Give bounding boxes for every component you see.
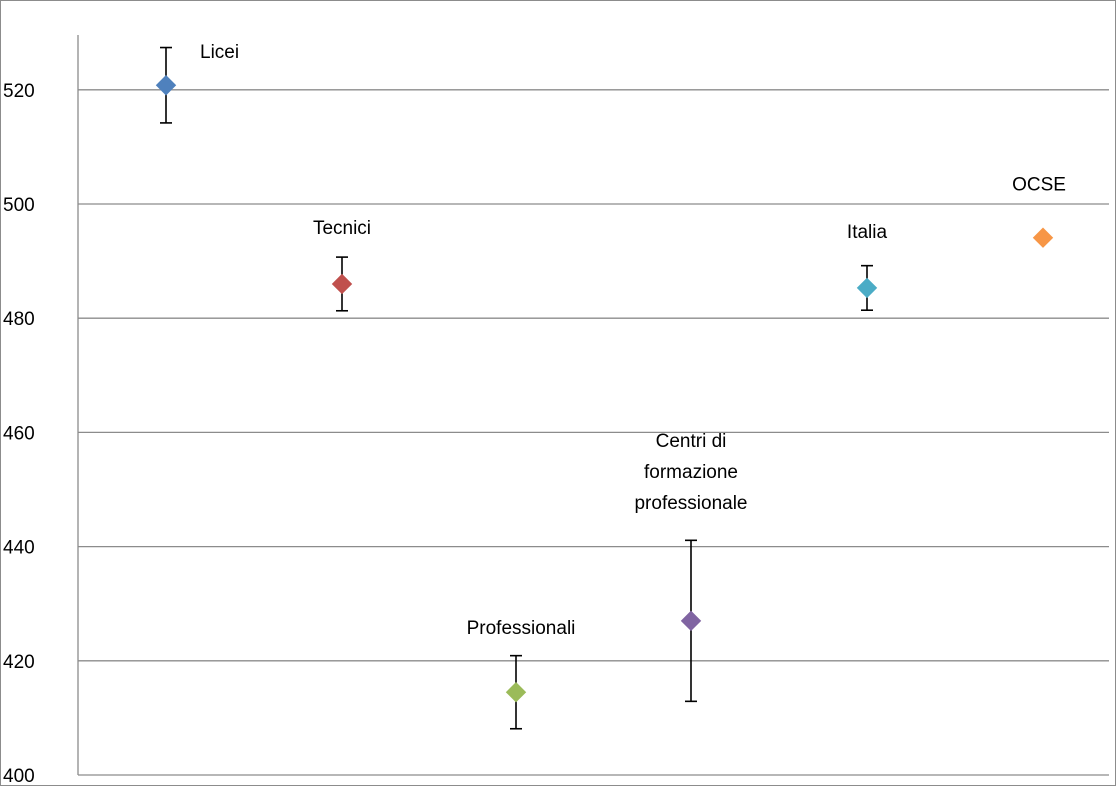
point-label-ocse: OCSE — [1012, 175, 1066, 196]
marker-centri-di-formazione-professionale — [680, 610, 702, 632]
grid-layer — [78, 89, 1109, 776]
point-label-line-tecnici-0: Tecnici — [313, 218, 371, 239]
y-tick-label-400: 400 — [3, 766, 35, 787]
point-label-centri-di-formazione-professionale: Centri di formazione professionale — [634, 431, 747, 514]
axis-layer: 400 420 440 460 480 500 520 — [3, 35, 79, 787]
y-tick-label-420: 420 — [3, 652, 35, 673]
point-label-professionali: Professionali — [467, 618, 576, 639]
point-label-line-licei-0: Licei — [200, 42, 239, 63]
point-label-line-centri-di-formazione-professionale-0: Centri di — [656, 431, 727, 452]
point-label-line-ocse-0: OCSE — [1012, 175, 1066, 196]
marker-ocse — [1032, 227, 1054, 248]
point-label-tecnici: Tecnici — [313, 218, 371, 239]
marker-italia — [856, 277, 878, 299]
y-tick-label-520: 520 — [3, 81, 35, 102]
point-label-italia: Italia — [847, 222, 888, 243]
point-label-line-centri-di-formazione-professionale-1: formazione — [644, 462, 738, 483]
marker-layer — [155, 75, 1054, 703]
y-tick-label-440: 440 — [3, 538, 35, 559]
point-label-licei: Licei — [200, 42, 239, 63]
point-label-line-italia-0: Italia — [847, 222, 888, 243]
y-tick-label-480: 480 — [3, 309, 35, 330]
y-tick-label-500: 500 — [3, 195, 35, 216]
y-tick-label-460: 460 — [3, 423, 35, 444]
marker-professionali — [505, 681, 527, 703]
marker-licei — [155, 75, 177, 96]
point-label-line-professionali-0: Professionali — [467, 618, 576, 639]
errorbar-layer — [160, 46, 1049, 730]
label-layer: Licei Tecnici Professionali Centri di formaz… — [200, 42, 1066, 639]
marker-tecnici — [331, 273, 353, 295]
point-label-line-centri-di-formazione-professionale-2: professionale — [634, 493, 747, 514]
